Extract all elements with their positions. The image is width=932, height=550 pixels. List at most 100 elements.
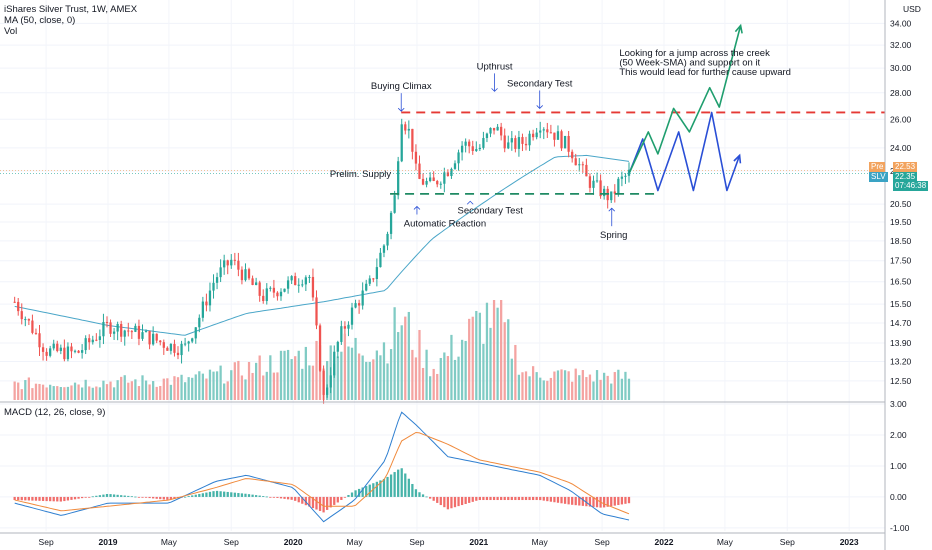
price-tick-label: 12.50: [890, 376, 912, 386]
candle-body: [478, 147, 481, 150]
volume-bar: [468, 318, 471, 400]
candle-body: [436, 181, 439, 185]
volume-bar: [130, 381, 133, 400]
annotation-label: Secondary Test: [507, 78, 573, 89]
volume-bar: [567, 371, 570, 400]
price-tick-label: 13.90: [890, 338, 912, 348]
volume-bar: [247, 361, 251, 400]
macd-histogram-bar: [173, 496, 176, 499]
candle-body: [290, 276, 293, 281]
candle-body: [162, 342, 165, 348]
macd-histogram-bar: [521, 496, 524, 501]
macd-histogram-bar: [517, 496, 521, 501]
volume-bar: [276, 372, 279, 400]
volume-bar: [386, 363, 389, 400]
annotation-label: Buying Climax: [371, 81, 432, 92]
macd-histogram-bar: [116, 494, 119, 497]
macd-tick-label: 2.00: [890, 430, 907, 440]
macd-histogram-bar: [361, 487, 364, 497]
price-tick-label: 24.00: [890, 143, 912, 153]
volume-bar: [627, 378, 631, 400]
candle-body: [91, 339, 94, 343]
macd-histogram-bar: [66, 496, 70, 501]
volume-bar: [581, 370, 584, 400]
volume-bar: [187, 377, 190, 400]
macd-histogram-bar: [279, 496, 283, 499]
candle-body: [95, 339, 98, 341]
volume-bar: [556, 370, 560, 400]
candle-body: [375, 267, 379, 280]
volume-bar: [333, 363, 336, 400]
macd-histogram-bar: [258, 495, 261, 497]
candle-body: [450, 168, 453, 176]
annotation-arrowhead: [466, 200, 474, 205]
annotation-arrowhead: [608, 207, 616, 212]
levels: [0, 111, 885, 195]
candle-body: [219, 267, 222, 278]
macd-histogram-bar: [397, 469, 400, 497]
candle-body: [425, 180, 428, 185]
volume-bar: [389, 349, 393, 400]
candle-body: [549, 132, 553, 134]
volume-bar: [517, 374, 521, 400]
volume-bar: [297, 350, 300, 400]
price-tick-label: 34.00: [890, 18, 912, 28]
annotation-label: Upthrust: [477, 61, 513, 72]
currency-label: USD: [903, 4, 921, 14]
volume-bar: [95, 386, 98, 400]
volume-bar: [66, 386, 70, 400]
candle-body: [301, 284, 304, 286]
volume-bar: [592, 381, 595, 400]
macd-histogram-bar: [354, 490, 357, 497]
candle-body: [471, 146, 474, 151]
candle-body: [254, 282, 258, 285]
candle-body: [556, 131, 560, 140]
candle-body: [620, 176, 624, 179]
macd-histogram-bar: [45, 496, 48, 502]
volume-bar: [357, 353, 361, 400]
annotation-label: Spring: [600, 230, 627, 241]
volume-bar: [159, 386, 162, 400]
candle-body: [521, 137, 524, 144]
candle-body: [116, 324, 119, 332]
candle-body: [279, 291, 283, 297]
candle-body: [70, 346, 73, 352]
macd-histogram-bar: [215, 490, 219, 497]
macd-histogram-bar: [524, 496, 528, 501]
candle-body: [347, 324, 350, 329]
macd-histogram-bar: [500, 496, 503, 501]
macd-histogram-bar: [482, 496, 485, 501]
price-tick-label: 15.50: [890, 299, 912, 309]
time-tick-label: Sep: [224, 537, 239, 547]
macd-histogram-bar: [372, 483, 375, 497]
volume-bar: [368, 361, 371, 400]
volume-bar: [531, 366, 535, 400]
candle-body: [304, 277, 307, 285]
volume-bar: [269, 355, 272, 400]
macd-tick-label: 1.00: [890, 461, 907, 471]
volume-bar: [215, 371, 219, 400]
macd-histogram-bar: [386, 476, 389, 497]
macd-tick-label: 0.00: [890, 492, 907, 502]
macd-histogram-bar: [450, 496, 453, 509]
macd-histogram-bar: [304, 496, 307, 506]
macd-histogram-bar: [478, 496, 481, 501]
candle-body: [318, 325, 322, 371]
volume-bar: [514, 344, 517, 400]
candle-body: [152, 333, 155, 345]
candle-body: [329, 375, 332, 388]
volume-bar: [574, 368, 577, 400]
volume-bar: [421, 367, 425, 400]
macd-histogram-bar: [290, 496, 293, 500]
candle-body: [88, 338, 91, 343]
candle-body: [294, 276, 297, 286]
candle-body: [226, 260, 229, 266]
candle-body: [496, 126, 499, 131]
candle-body: [283, 288, 286, 292]
volume-bar: [453, 359, 457, 400]
volume-bar: [425, 349, 428, 400]
price-tick-label: 26.00: [890, 114, 912, 124]
macd-histogram-bar: [574, 496, 577, 506]
macd-histogram-bar: [205, 492, 208, 497]
